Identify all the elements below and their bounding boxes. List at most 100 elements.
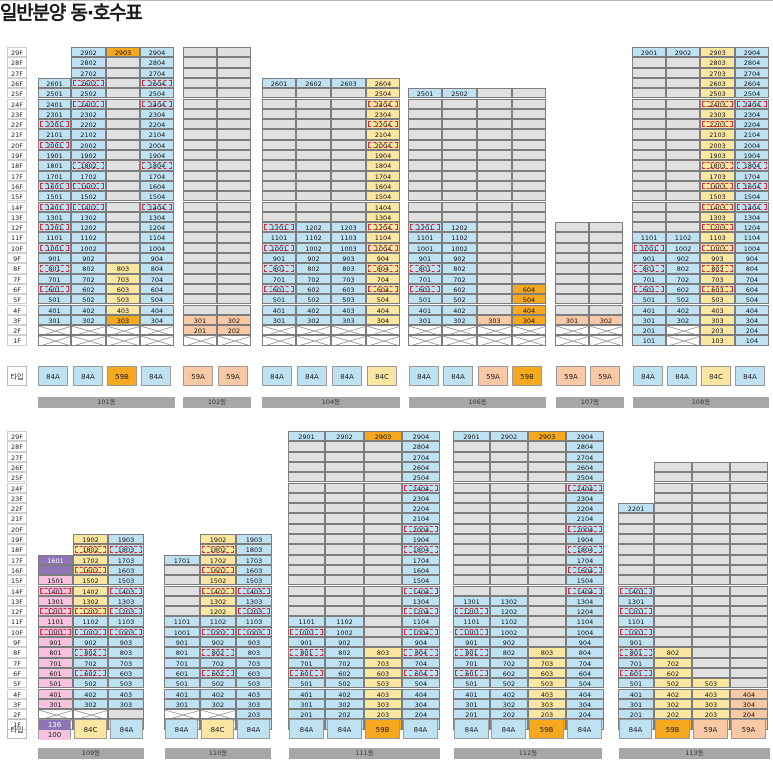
empty-unit[interactable] xyxy=(140,325,174,336)
unit-cell[interactable] xyxy=(477,304,512,315)
unit-cell[interactable] xyxy=(364,492,402,504)
unit-cell[interactable]: 2304 xyxy=(566,492,604,504)
unit-cell[interactable]: 2204 xyxy=(566,503,604,514)
unit-cell[interactable] xyxy=(453,441,490,452)
unit-cell[interactable]: 1502 xyxy=(73,575,108,586)
unit-cell[interactable]: 1401 xyxy=(38,201,71,212)
unit-cell[interactable] xyxy=(528,616,566,627)
unit-cell[interactable] xyxy=(512,108,546,120)
unit-cell[interactable] xyxy=(217,180,251,192)
unit-cell[interactable] xyxy=(364,523,402,534)
unit-cell[interactable]: 302 xyxy=(442,314,477,326)
unit-cell[interactable]: 603 xyxy=(108,667,144,679)
unit-cell[interactable] xyxy=(632,88,666,99)
unit-cell[interactable]: 701 xyxy=(38,273,71,284)
unit-cell[interactable] xyxy=(262,160,296,171)
unit-cell[interactable]: 1404 xyxy=(735,201,769,212)
unit-cell[interactable]: 704 xyxy=(140,273,174,284)
unit-cell[interactable]: 404 xyxy=(735,304,769,315)
unit-cell[interactable]: 1401 xyxy=(618,585,654,596)
unit-cell[interactable]: 2504 xyxy=(566,472,604,483)
unit-cell[interactable] xyxy=(632,201,666,212)
unit-cell[interactable]: 1704 xyxy=(402,554,440,565)
unit-cell[interactable]: 1703 xyxy=(108,554,144,565)
unit-cell[interactable]: 902 xyxy=(296,253,331,264)
unit-cell[interactable]: 502 xyxy=(71,294,106,305)
unit-cell[interactable] xyxy=(632,57,666,68)
unit-cell[interactable]: 904 xyxy=(366,253,400,264)
unit-cell[interactable]: 702 xyxy=(442,273,477,284)
unit-cell[interactable] xyxy=(666,150,700,161)
unit-cell[interactable]: 403 xyxy=(528,688,566,699)
unit-cell[interactable]: 1002 xyxy=(73,626,108,637)
unit-cell[interactable]: 2901 xyxy=(632,47,666,58)
unit-cell[interactable] xyxy=(654,492,692,504)
empty-unit[interactable] xyxy=(442,325,477,336)
unit-cell[interactable] xyxy=(217,201,251,212)
unit-cell[interactable]: 2004 xyxy=(140,139,174,150)
unit-cell[interactable]: 701 xyxy=(453,657,490,668)
unit-cell[interactable]: 2504 xyxy=(402,472,440,483)
unit-cell[interactable]: 1202 xyxy=(490,606,528,617)
unit-cell[interactable]: 701 xyxy=(618,657,654,668)
unit-cell[interactable]: 1102 xyxy=(325,616,364,627)
unit-cell[interactable] xyxy=(692,657,730,668)
unit-cell[interactable] xyxy=(364,441,402,452)
unit-cell[interactable]: 2404 xyxy=(566,482,604,493)
unit-cell[interactable]: 802 xyxy=(200,647,236,658)
unit-cell[interactable]: 2201 xyxy=(38,119,71,130)
unit-cell[interactable] xyxy=(654,544,692,555)
unit-cell[interactable]: 2204 xyxy=(366,119,400,130)
unit-cell[interactable]: 403 xyxy=(364,688,402,699)
unit-cell[interactable] xyxy=(262,139,296,150)
unit-cell[interactable] xyxy=(288,482,325,493)
unit-cell[interactable]: 901 xyxy=(262,253,296,264)
unit-cell[interactable]: 601 xyxy=(632,283,666,295)
unit-cell[interactable]: 1201 xyxy=(453,606,490,617)
unit-cell[interactable] xyxy=(408,129,442,140)
empty-unit[interactable] xyxy=(555,325,589,336)
unit-cell[interactable] xyxy=(217,98,251,109)
unit-cell[interactable] xyxy=(288,606,325,617)
unit-cell[interactable] xyxy=(183,170,217,181)
unit-cell[interactable] xyxy=(296,201,331,212)
unit-cell[interactable]: 1804 xyxy=(366,160,400,171)
unit-cell[interactable]: 202 xyxy=(217,325,251,336)
unit-cell[interactable] xyxy=(477,273,512,284)
unit-cell[interactable]: 504 xyxy=(566,678,604,689)
unit-cell[interactable]: 1301 xyxy=(453,595,490,607)
unit-cell[interactable] xyxy=(106,108,140,120)
unit-cell[interactable] xyxy=(666,88,700,99)
unit-cell[interactable]: 902 xyxy=(73,637,108,648)
unit-cell[interactable]: 2301 xyxy=(38,108,71,120)
unit-cell[interactable] xyxy=(632,67,666,78)
unit-cell[interactable]: 1203 xyxy=(108,606,144,617)
unit-cell[interactable] xyxy=(692,564,730,576)
unit-cell[interactable] xyxy=(692,637,730,648)
unit-cell[interactable]: 602 xyxy=(666,283,700,295)
unit-cell[interactable]: 2604 xyxy=(402,461,440,473)
unit-cell[interactable] xyxy=(325,492,364,504)
unit-cell[interactable] xyxy=(730,503,768,514)
unit-cell[interactable]: 2503 xyxy=(700,88,735,99)
unit-cell[interactable]: 2504 xyxy=(366,88,400,99)
unit-cell[interactable]: 1302 xyxy=(490,595,528,607)
unit-cell[interactable] xyxy=(512,232,546,243)
unit-cell[interactable] xyxy=(325,451,364,462)
unit-cell[interactable]: 403 xyxy=(692,688,730,699)
empty-unit[interactable] xyxy=(262,335,296,346)
unit-cell[interactable] xyxy=(730,626,768,637)
unit-cell[interactable]: 2504 xyxy=(140,88,174,99)
unit-cell[interactable] xyxy=(654,575,692,586)
unit-cell[interactable]: 802 xyxy=(442,263,477,274)
unit-cell[interactable]: 1203 xyxy=(236,606,272,617)
unit-cell[interactable] xyxy=(288,523,325,534)
unit-cell[interactable] xyxy=(106,119,140,130)
unit-cell[interactable]: 1904 xyxy=(366,150,400,161)
unit-cell[interactable]: 501 xyxy=(632,294,666,305)
unit-cell[interactable] xyxy=(325,534,364,545)
unit-cell[interactable] xyxy=(512,139,546,150)
unit-cell[interactable] xyxy=(477,232,512,243)
unit-cell[interactable]: 901 xyxy=(164,637,200,648)
unit-cell[interactable] xyxy=(453,585,490,596)
